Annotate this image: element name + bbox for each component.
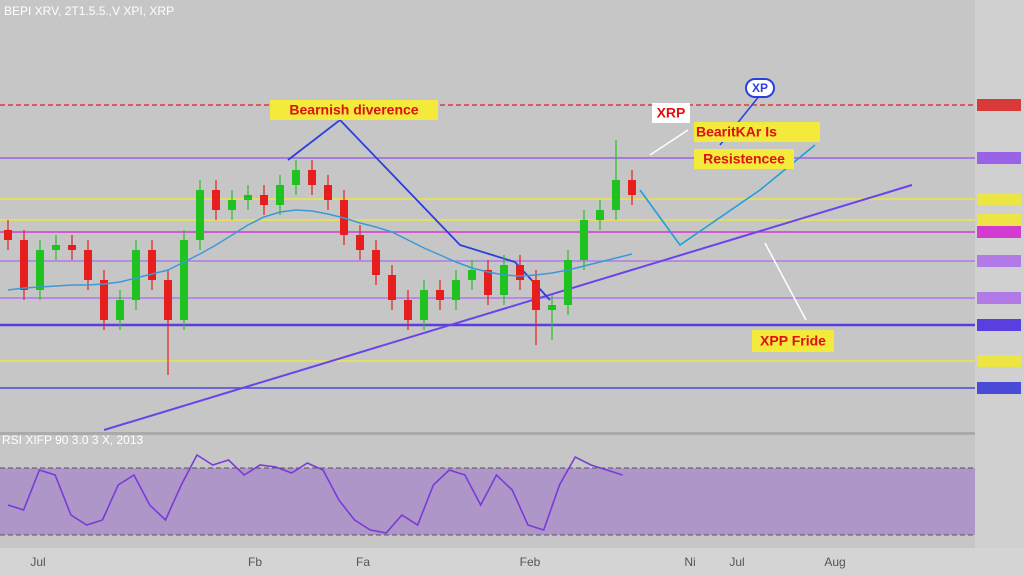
candle-body xyxy=(212,190,220,210)
panel-divider xyxy=(0,432,975,435)
candle-body xyxy=(132,250,140,300)
candle-body xyxy=(260,195,268,205)
candle-body xyxy=(500,265,508,295)
price-tag xyxy=(977,214,1021,226)
price-axis xyxy=(975,0,1024,576)
price-tag xyxy=(977,99,1021,111)
price-tag xyxy=(977,152,1021,164)
candle-body xyxy=(564,260,572,305)
candle-body xyxy=(116,300,124,320)
candle-body xyxy=(452,280,460,300)
candle-body xyxy=(580,220,588,260)
price-tag xyxy=(977,292,1021,304)
annotation-box xyxy=(694,122,820,142)
candle-body xyxy=(308,170,316,185)
rsi-band xyxy=(0,468,975,535)
price-tag xyxy=(977,382,1021,394)
candle-body xyxy=(628,180,636,195)
x-tick-label: Jul xyxy=(729,555,744,569)
x-tick-label: Aug xyxy=(824,555,845,569)
candle-body xyxy=(228,200,236,210)
x-tick-label: Fb xyxy=(248,555,262,569)
candle-body xyxy=(596,210,604,220)
annotation: BearitKAr Is xyxy=(696,124,777,140)
candle-body xyxy=(356,235,364,250)
candle-body xyxy=(436,290,444,300)
annotation-box xyxy=(270,100,438,120)
candle-body xyxy=(148,250,156,280)
candle-body xyxy=(276,185,284,205)
candle-body xyxy=(52,245,60,250)
candle-body xyxy=(196,190,204,240)
candle-body xyxy=(324,185,332,200)
x-tick-label: Fa xyxy=(356,555,370,569)
price-tag xyxy=(977,193,1021,205)
annotation: XP xyxy=(752,81,768,95)
candle-body xyxy=(68,245,76,250)
arrow xyxy=(764,242,807,321)
candle-body xyxy=(484,270,492,295)
annotation: XRP xyxy=(657,105,686,121)
x-tick-label: Feb xyxy=(520,555,541,569)
chart-title: BEPI XRV, 2T1.5.5.,V XPI, XRP xyxy=(4,4,174,18)
x-tick-label: Jul xyxy=(30,555,45,569)
candle-body xyxy=(404,300,412,320)
candle-body xyxy=(4,230,12,240)
candle-body xyxy=(612,180,620,210)
candle-body xyxy=(388,275,396,300)
annotation: Resistencee xyxy=(703,151,785,167)
candle-body xyxy=(20,240,28,290)
annotation-box xyxy=(652,103,690,123)
candle-body xyxy=(244,195,252,200)
annotation-badge xyxy=(745,78,775,98)
candle-body xyxy=(516,265,524,280)
arrow xyxy=(649,129,689,156)
candle-body xyxy=(372,250,380,275)
candle-body xyxy=(100,280,108,320)
candle-body xyxy=(292,170,300,185)
moving-average xyxy=(7,209,633,291)
candle-body xyxy=(36,250,44,290)
candle-body xyxy=(164,280,172,320)
annotation-box xyxy=(694,149,794,169)
trendline xyxy=(103,184,913,431)
rsi-line xyxy=(7,453,623,534)
candle-body xyxy=(548,305,556,310)
price-tag xyxy=(977,226,1021,238)
candle-body xyxy=(468,270,476,280)
price-tag xyxy=(977,355,1021,367)
rsi-label: RSI XIFP 90 3.0 3 X, 2013 xyxy=(2,433,144,447)
candle-body xyxy=(532,280,540,310)
divergence-line xyxy=(287,118,551,301)
price-tag xyxy=(977,255,1021,267)
time-axis xyxy=(0,548,1024,576)
annotation: XPP Fride xyxy=(760,333,826,349)
candle-body xyxy=(180,240,188,320)
candle-body xyxy=(420,290,428,320)
candle-body xyxy=(84,250,92,280)
annotation-box xyxy=(752,330,834,352)
annotation: Bearnish diverence xyxy=(289,102,418,118)
x-tick-label: Ni xyxy=(684,555,695,569)
price-tag xyxy=(977,319,1021,331)
